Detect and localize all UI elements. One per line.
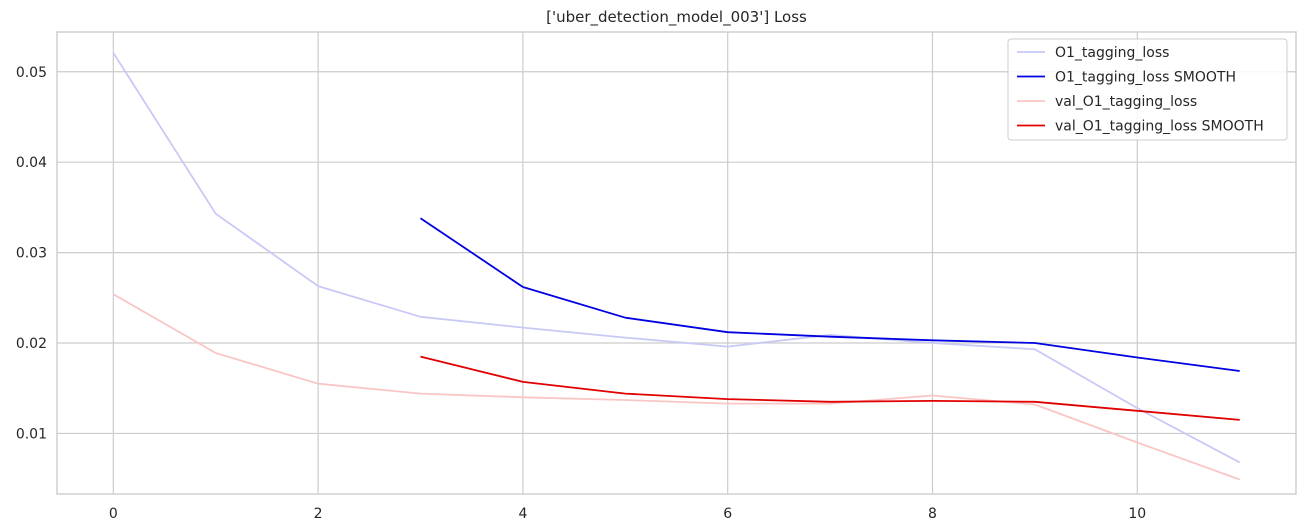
y-tick-label: 0.05: [16, 65, 47, 81]
y-tick-label: 0.01: [16, 426, 47, 442]
legend-label-val-o1-tagging-loss: val_O1_tagging_loss: [1055, 94, 1197, 110]
y-tick-label: 0.03: [16, 246, 47, 262]
y-tick-label: 0.04: [16, 155, 47, 171]
series-line-val-o1-tagging-loss: [112, 293, 1241, 481]
legend-label-o1-tagging-loss-smooth: O1_tagging_loss SMOOTH: [1055, 70, 1236, 86]
series-line-o1-tagging-loss: [112, 52, 1241, 464]
x-axis-tick-labels: 0 2 4 6 8 10: [109, 506, 1146, 522]
x-tick-label: 6: [723, 506, 732, 522]
x-tick-label: 4: [518, 506, 527, 522]
x-tick-label: 10: [1128, 506, 1146, 522]
x-tick-label: 8: [928, 506, 937, 522]
y-tick-label: 0.02: [16, 336, 47, 352]
legend-label-o1-tagging-loss: O1_tagging_loss: [1055, 45, 1169, 61]
y-axis-tick-labels: 0.01 0.02 0.03 0.04 0.05: [16, 65, 47, 443]
series-lines: [112, 52, 1241, 481]
legend: O1_tagging_loss O1_tagging_loss SMOOTH val…: [1007, 38, 1288, 141]
chart-title: ['uber_detection_model_003'] Loss: [546, 8, 807, 27]
x-tick-label: 2: [314, 506, 323, 522]
legend-box: [1007, 38, 1288, 141]
plot-frame: [56, 31, 1297, 495]
series-line-o1-tagging-loss-smooth: [419, 217, 1240, 372]
series-line-val-o1-tagging-loss-smooth: [420, 355, 1240, 421]
x-tick-label: 0: [109, 506, 118, 522]
legend-label-val-o1-tagging-loss-smooth: val_O1_tagging_loss SMOOTH: [1055, 119, 1264, 135]
